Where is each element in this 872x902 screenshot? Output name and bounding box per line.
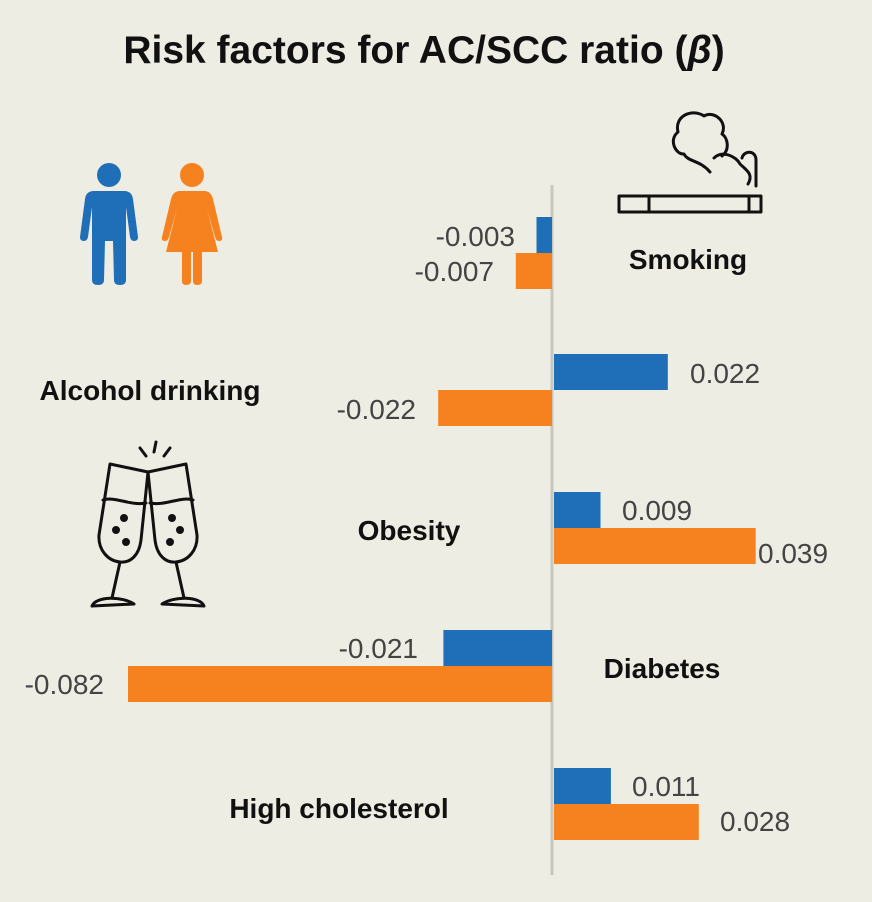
category-label-smoking: Smoking	[629, 244, 747, 275]
bar-smoking-female	[515, 253, 552, 289]
bar-high-cholesterol-female	[554, 804, 699, 840]
bar-diabetes-male	[443, 630, 552, 666]
female-person-icon	[161, 163, 223, 285]
bars-group	[128, 217, 756, 840]
bar-diabetes-female	[128, 666, 552, 702]
bar-alcohol-drinking-female	[438, 390, 552, 426]
category-label-diabetes: Diabetes	[604, 653, 721, 684]
bar-obesity-male	[554, 492, 601, 528]
cigarette-icon	[617, 111, 763, 214]
data-label-alcohol-drinking-male: 0.022	[690, 358, 760, 389]
data-label-high-cholesterol-male: 0.011	[632, 771, 700, 802]
data-label-smoking-female: -0.007	[415, 256, 494, 287]
bar-alcohol-drinking-male	[554, 354, 668, 390]
data-label-diabetes-female: -0.082	[25, 669, 104, 700]
data-label-diabetes-male: -0.021	[339, 633, 418, 664]
category-label-high-cholesterol: High cholesterol	[229, 793, 448, 824]
bar-smoking-male	[536, 217, 552, 253]
category-label-obesity: Obesity	[358, 515, 461, 546]
data-label-obesity-female: 0.039	[758, 538, 828, 569]
bar-high-cholesterol-male	[554, 768, 611, 804]
labels-group: -0.003 -0.007 Smoking 0.022 -0.022 Alcohol dr…	[25, 221, 828, 837]
chart-title: Risk factors for AC/SCC ratio (β)	[123, 29, 724, 72]
male-person-icon	[80, 163, 138, 285]
data-label-alcohol-drinking-female: -0.022	[337, 394, 416, 425]
category-label-alcohol-drinking: Alcohol drinking	[40, 375, 261, 406]
champagne-glasses-icon	[90, 440, 206, 608]
data-label-high-cholesterol-female: 0.028	[720, 806, 790, 837]
data-label-obesity-male: 0.009	[622, 495, 692, 526]
data-label-smoking-male: -0.003	[436, 221, 515, 252]
bar-obesity-female	[554, 528, 756, 564]
